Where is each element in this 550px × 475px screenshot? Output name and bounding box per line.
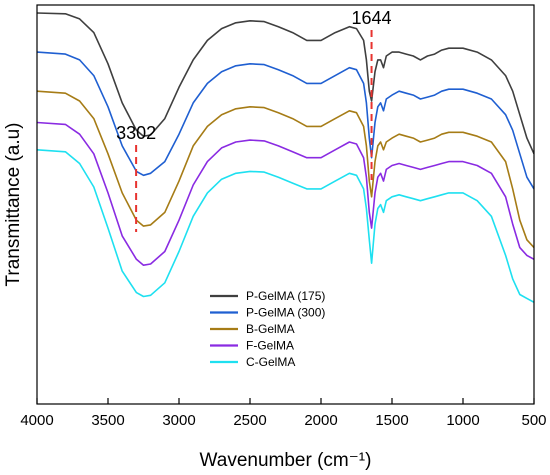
x-tick-label-1: 4000	[20, 412, 53, 429]
x-tick-label-3: 3000	[162, 412, 195, 429]
x-tick-label-5: 2000	[304, 412, 337, 429]
series-layer	[37, 12, 534, 304]
legend: P-GelMA (175) P-GelMA (300) B-GelMA F-GelMA…	[210, 289, 325, 369]
x-tick-label-2: 3500	[91, 412, 124, 429]
series-line-1	[37, 12, 534, 155]
x-axis-ticks: 4000 3500 3000 2500 2000 1500 1000 500	[20, 398, 547, 429]
x-tick-label-7: 1000	[446, 412, 479, 429]
x-tick-label-6: 1500	[375, 412, 408, 429]
legend-label-4: F-GelMA	[246, 339, 294, 353]
annotation-layer: 3302 1644	[116, 8, 392, 232]
annotation-label-2: 1644	[352, 8, 392, 28]
legend-label-5: C-GelMA	[246, 355, 295, 369]
y-axis-title: Transmittance (a.u)	[3, 122, 24, 286]
legend-label-2: P-GelMA (300)	[246, 306, 325, 320]
legend-label-1: P-GelMA (175)	[246, 289, 325, 303]
series-line-2	[37, 51, 534, 190]
plot-frame	[36, 4, 535, 405]
series-line-4	[37, 121, 534, 266]
x-tick-label-4: 2500	[233, 412, 266, 429]
x-axis-title: Wavenumber (cm⁻¹)	[200, 450, 372, 471]
legend-label-3: B-GelMA	[246, 322, 295, 336]
x-tick-label-8: 500	[521, 412, 546, 429]
annotation-label-1: 3302	[116, 123, 156, 143]
series-line-5	[37, 149, 534, 304]
series-line-3	[37, 90, 534, 249]
